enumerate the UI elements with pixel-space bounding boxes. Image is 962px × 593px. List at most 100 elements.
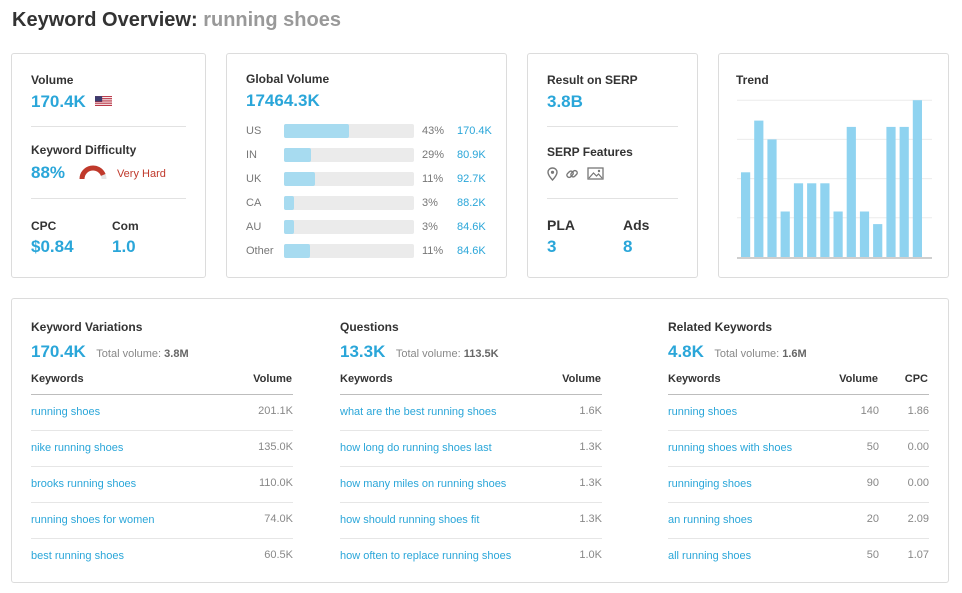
volume-value: 1.3K [579, 513, 602, 525]
cpc-value: 2.09 [907, 513, 929, 525]
questions-summary: 13.3K Total volume: 113.5K [340, 342, 499, 362]
keyword-link[interactable]: what are the best running shoes [340, 406, 497, 418]
country-percent: 11% [422, 173, 444, 185]
country-volume-link[interactable]: 88.2K [457, 197, 486, 209]
col-keywords-header: Keywords [340, 373, 393, 385]
country-percent: 29% [422, 149, 445, 161]
keyword-link[interactable]: best running shoes [31, 550, 124, 562]
page-title: Keyword Overview: running shoes [12, 9, 341, 32]
country-share-fill [284, 124, 349, 138]
table-row: how often to replace running shoes 1.0K [340, 539, 602, 575]
country-volume-row: Other 11% 84.6K [246, 243, 496, 259]
cpc-label: CPC [31, 219, 57, 233]
total-volume-label: Total volume: [395, 348, 461, 360]
com-label: Com [112, 219, 139, 233]
volume-value: 74.0K [264, 513, 293, 525]
result-on-serp-value: 3.8B [547, 92, 583, 111]
total-volume-value: 1.6M [782, 348, 807, 360]
questions-count: 13.3K [340, 342, 386, 361]
trend-bar [833, 211, 843, 257]
keyword-link[interactable]: running shoes [668, 406, 738, 418]
country-volume-link[interactable]: 84.6K [457, 221, 486, 233]
volume-value: 1.3K [579, 477, 602, 489]
keyword-link[interactable]: nike running shoes [31, 442, 124, 454]
volume-value: 60.5K [264, 549, 293, 561]
country-percent: 11% [422, 245, 444, 257]
overview-card: Volume 170.4K Keyword Difficulty 88% Ver… [11, 53, 206, 278]
serp-features-label: SERP Features [547, 145, 633, 159]
serp-features-icons [547, 165, 604, 183]
trend-bar [899, 126, 909, 258]
country-share-bar [284, 244, 414, 258]
trend-bar [859, 211, 870, 257]
keyword-variations-count: 170.4K [31, 342, 86, 361]
keyword-link[interactable]: how long do running shoes last [340, 442, 492, 454]
related-keywords-summary: 4.8K Total volume: 1.6M [668, 342, 807, 362]
country-share-bar [284, 148, 414, 162]
table-row: best running shoes 60.5K [31, 539, 293, 575]
col-keywords-header: Keywords [668, 373, 721, 385]
country-code: UK [246, 173, 262, 185]
cpc-value: 1.07 [907, 549, 929, 561]
volume-value: 90 [866, 477, 879, 489]
country-volume-row: AU 3% 84.6K [246, 219, 496, 235]
table-row: an running shoes 20 2.09 [668, 503, 929, 539]
cpc-value: $0.84 [31, 237, 74, 256]
country-volume-link[interactable]: 84.6K [457, 245, 486, 257]
map-pin-icon [547, 167, 558, 181]
table-row: running shoes for women 74.0K [31, 503, 293, 539]
country-code: CA [246, 197, 262, 209]
pla-label: PLA [547, 217, 575, 233]
keyword-link[interactable]: how many miles on running shoes [340, 478, 507, 490]
table-row: running shoes 140 1.86 [668, 395, 929, 431]
keyword-link[interactable]: how often to replace running shoes [340, 550, 512, 562]
volume-value: 140 [860, 405, 879, 417]
related-keywords-list: running shoes 140 1.86 running shoes with s… [668, 395, 929, 575]
related-keywords-count: 4.8K [668, 342, 704, 361]
table-row: how long do running shoes last 1.3K [340, 431, 602, 467]
kd-value: 88% [31, 163, 66, 182]
country-percent: 3% [422, 197, 438, 209]
volume-value: 1.6K [579, 405, 602, 417]
kd-value-wrap: 88% Very Hard [31, 163, 166, 183]
country-code: US [246, 125, 262, 137]
kd-level-text: Very Hard [116, 167, 166, 180]
country-percent: 43% [422, 125, 445, 137]
col-cpc-header: CPC [904, 373, 928, 385]
table-row: all running shoes 50 1.07 [668, 539, 929, 575]
keyword-link[interactable]: how should running shoes fit [340, 514, 480, 526]
volume-value: 110.0K [258, 477, 293, 489]
serp-card: Result on SERP 3.8B SERP Features PLA 3 … [527, 53, 698, 278]
keyword-link[interactable]: all running shoes [668, 550, 752, 562]
volume-label: Volume [31, 73, 74, 87]
country-volume-row: UK 11% 92.7K [246, 171, 496, 187]
trend-bar [846, 126, 856, 258]
kd-label: Keyword Difficulty [31, 143, 137, 157]
difficulty-gauge-icon [79, 165, 107, 180]
country-volume-link[interactable]: 170.4K [457, 125, 492, 137]
country-volume-row: US 43% 170.4K [246, 123, 496, 139]
cpc-value: 0.00 [907, 441, 929, 453]
keyword-link[interactable]: runninging shoes [668, 478, 752, 490]
country-code: IN [246, 149, 257, 161]
page-title-prefix: Keyword Overview: [12, 9, 198, 31]
volume-value: 135.0K [258, 441, 293, 453]
country-volume-link[interactable]: 80.9K [457, 149, 486, 161]
keyword-link[interactable]: running shoes for women [31, 514, 155, 526]
trend-card: Trend [718, 53, 949, 278]
related-keywords-title: Related Keywords [668, 320, 773, 334]
global-volume-value: 17464.3K [246, 91, 320, 110]
total-volume-label: Total volume: [714, 348, 780, 360]
country-volume-link[interactable]: 92.7K [457, 173, 486, 185]
questions-list: what are the best running shoes 1.6K how l… [340, 395, 602, 575]
volume-value: 170.4K [31, 92, 86, 111]
country-share-fill [284, 220, 294, 234]
global-volume-label: Global Volume [246, 72, 330, 86]
volume-value: 1.3K [579, 441, 602, 453]
keyword-link[interactable]: running shoes with shoes [668, 442, 793, 454]
keyword-link[interactable]: brooks running shoes [31, 478, 137, 490]
keyword-link[interactable]: running shoes [31, 406, 101, 418]
trend-bar [873, 224, 883, 257]
keyword-link[interactable]: an running shoes [668, 514, 753, 526]
keyword-variations-summary: 170.4K Total volume: 3.8M [31, 342, 189, 362]
